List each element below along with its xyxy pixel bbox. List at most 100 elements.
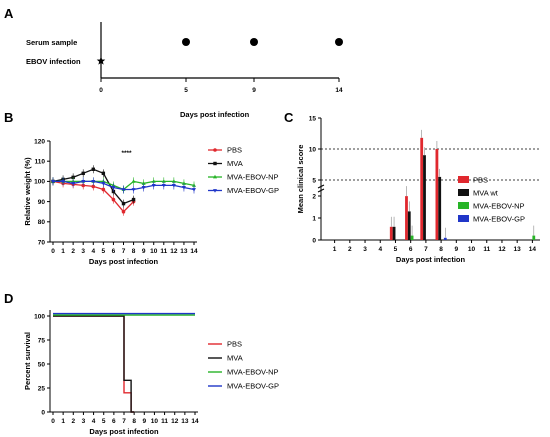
data-point [81,171,85,176]
panel-d-y-tick-label: 75 [38,337,46,344]
bar [410,235,414,240]
panel-b-y-tick-label: 70 [38,239,46,246]
legend-label: PBS [227,146,242,155]
data-point [81,183,86,188]
data-point [151,184,156,188]
legend-label: MVA-EBOV-NP [227,173,279,182]
panel-d-x-tick-label: 7 [122,418,126,425]
panel-d-x-axis-label: Days post infection [89,427,159,436]
legend-marker [213,189,217,193]
panel-a-x-tick-label: 14 [335,87,343,94]
data-point [111,186,116,190]
panel-c-x-tick-label: 3 [363,246,367,253]
data-point [71,182,76,186]
serum-sample-dot [182,38,190,46]
panel-d-x-tick-label: 4 [92,418,96,425]
panel-b-x-tick-label: 2 [71,248,75,255]
panel-b-y-tick-label: 80 [38,219,46,226]
panel-b-x-axis-label: Days post infection [89,257,159,266]
data-point [121,209,126,214]
panel-d-x-tick-label: 12 [171,418,179,425]
panel-d-y-axis-label: Percent survival [23,332,32,390]
panel-b-x-tick-label: 14 [190,248,198,255]
legend-label: PBS [227,340,242,349]
legend-marker [213,161,217,166]
legend-label: MVA [227,354,243,363]
panel-b-y-tick-label: 110 [35,159,46,166]
panel-c-y-tick-label: 0 [312,237,316,244]
data-point [141,181,146,185]
bar [532,235,536,240]
legend-label: MVA wt [473,189,499,198]
panel-b-x-tick-label: 11 [160,248,167,255]
data-point [181,186,186,190]
panel-c-x-tick-label: 7 [424,246,428,253]
survival-line-pbs [53,315,135,413]
panel-b-x-tick-label: 1 [61,248,65,255]
bar [405,196,408,240]
axis-break-mark [317,188,325,193]
panel-c-y-axis-label: Mean clinical score [296,145,305,214]
panel-c-y-tick-label: 10 [309,146,317,153]
bar [407,211,411,240]
legend-label: MVA-EBOV-GP [227,382,279,391]
panel-b-x-tick-label: 0 [51,248,55,255]
data-point [151,179,156,183]
data-point [192,183,196,187]
panel-a-x-tick-label: 9 [252,87,256,94]
panel-d-x-tick-label: 9 [142,418,146,425]
legend-label: MVA-EBOV-NP [227,368,279,377]
legend-label: MVA-EBOV-GP [473,215,525,224]
panel-c-x-tick-label: 11 [483,246,490,253]
panel-c-x-tick-label: 9 [455,246,459,253]
legend-swatch [458,202,469,209]
legend-swatch [458,176,469,183]
panel-d-y-tick-label: 50 [38,361,46,368]
data-point [121,201,126,206]
panel-b-x-tick-label: 4 [91,248,95,255]
panel-b-x-tick-label: 5 [102,248,106,255]
legend-label: MVA-EBOV-GP [227,186,279,195]
data-point [91,184,96,189]
panel-c-x-tick-label: 10 [468,246,476,253]
data-point [161,179,166,183]
data-point [161,184,166,188]
panel-c-x-tick-label: 1 [333,246,337,253]
panel-d-y-tick-label: 0 [41,409,45,416]
bar [392,226,396,240]
serum-sample-dot [335,38,343,46]
data-point [91,180,96,184]
panel-c-y-tick-label: 2 [312,193,316,200]
data-point [71,175,75,180]
data-point [111,197,116,202]
data-point [81,180,86,184]
data-point [51,180,55,184]
significance-annotation: **** [121,150,132,157]
bar [389,226,393,240]
panel-d-letter: D [4,291,13,306]
panel-d-x-tick-label: 11 [161,418,168,425]
data-point [101,171,106,176]
data-point [171,179,176,183]
panel-b-x-tick-label: 9 [142,248,146,255]
data-point [101,182,106,186]
panel-d-y-tick-label: 25 [38,385,46,392]
serum-sample-dot [250,38,258,46]
panel-a-x-tick-label: 5 [184,87,188,94]
legend-label: MVA-EBOV-NP [473,202,525,211]
panel-d-x-tick-label: 5 [102,418,106,425]
panel-d-x-tick-label: 0 [51,418,55,425]
data-point [121,188,126,192]
panel-b-x-tick-label: 6 [112,248,116,255]
panel-d-x-tick-label: 2 [71,418,75,425]
panel-d-x-tick-label: 14 [191,418,199,425]
panel-b-x-tick-label: 13 [180,248,188,255]
legend-label: PBS [473,176,488,185]
panel-d-x-tick-label: 13 [181,418,189,425]
panel-c-y-tick-label: 1 [312,215,316,222]
panel-b-x-tick-label: 12 [170,248,178,255]
panel-d-x-tick-label: 8 [132,418,136,425]
legend-swatch [458,215,469,222]
